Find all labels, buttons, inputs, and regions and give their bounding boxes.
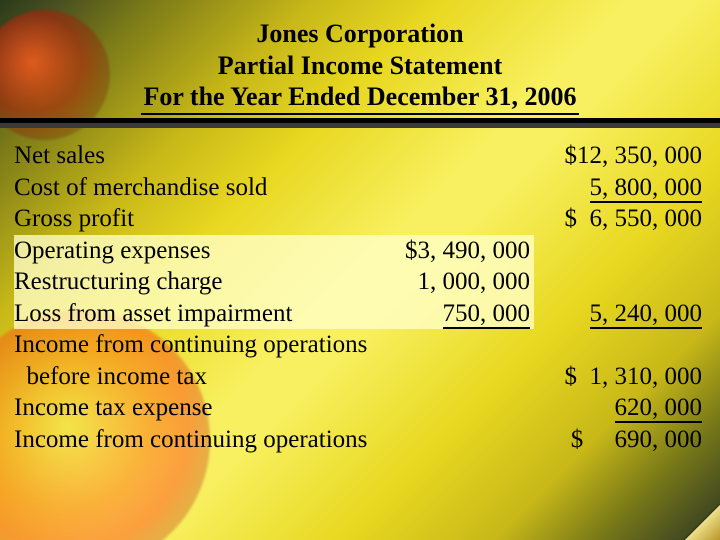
row-amount-total: $ 1, 310, 000 — [534, 361, 704, 393]
statement-row: Restructuring charge1, 000, 000 — [14, 266, 700, 298]
statement-row: Operating expenses$3, 490, 000 — [14, 235, 700, 267]
page-corner-fold — [684, 504, 720, 540]
row-amount-total: $ 690, 000 — [534, 424, 704, 456]
row-label: Operating expenses — [14, 235, 384, 267]
row-amount-subcol — [384, 361, 534, 393]
row-label: before income tax — [14, 361, 384, 393]
statement-row: Loss from asset impairment750, 0005, 240… — [14, 298, 700, 330]
row-amount-subcol — [384, 203, 534, 235]
row-label: Cost of merchandise sold — [14, 172, 384, 204]
statement-row: Income from continuing operations$ 690, … — [14, 424, 700, 456]
statement-row: before income tax$ 1, 310, 000 — [14, 361, 700, 393]
row-amount-subcol: 1, 000, 000 — [384, 266, 534, 298]
row-amount-subcol: 750, 000 — [384, 298, 534, 330]
statement-row: Income tax expense620, 000 — [14, 392, 700, 424]
row-label: Income tax expense — [14, 392, 384, 424]
statement-row: Income from continuing operations — [14, 329, 700, 361]
company-name: Jones Corporation — [0, 18, 720, 50]
row-label: Net sales — [14, 140, 384, 172]
row-amount-subcol: $3, 490, 000 — [384, 235, 534, 267]
row-label: Income from continuing operations — [14, 424, 384, 456]
row-label: Gross profit — [14, 203, 384, 235]
slide-header: Jones Corporation Partial Income Stateme… — [0, 18, 720, 115]
row-amount-subcol — [384, 329, 534, 361]
header-divider-bar — [0, 118, 720, 128]
row-amount-subcol — [384, 392, 534, 424]
row-amount-total — [534, 329, 704, 361]
income-statement-body: Net sales$12, 350, 000Cost of merchandis… — [14, 140, 700, 455]
row-amount-subcol — [384, 424, 534, 456]
row-label: Restructuring charge — [14, 266, 384, 298]
statement-title: Partial Income Statement — [0, 50, 720, 82]
row-amount-total — [534, 266, 704, 298]
row-amount-total: $12, 350, 000 — [534, 140, 704, 172]
row-label: Loss from asset impairment — [14, 298, 384, 330]
row-amount-subcol — [384, 140, 534, 172]
statement-period: For the Year Ended December 31, 2006 — [141, 81, 578, 115]
row-amount-total: $ 6, 550, 000 — [534, 203, 704, 235]
row-amount-total: 5, 240, 000 — [534, 298, 704, 330]
statement-row: Gross profit$ 6, 550, 000 — [14, 203, 700, 235]
row-amount-total: 620, 000 — [534, 392, 704, 424]
statement-row: Cost of merchandise sold5, 800, 000 — [14, 172, 700, 204]
statement-row: Net sales$12, 350, 000 — [14, 140, 700, 172]
row-amount-total — [534, 235, 704, 267]
row-amount-total: 5, 800, 000 — [534, 172, 704, 204]
row-amount-subcol — [384, 172, 534, 204]
row-label: Income from continuing operations — [14, 329, 384, 361]
